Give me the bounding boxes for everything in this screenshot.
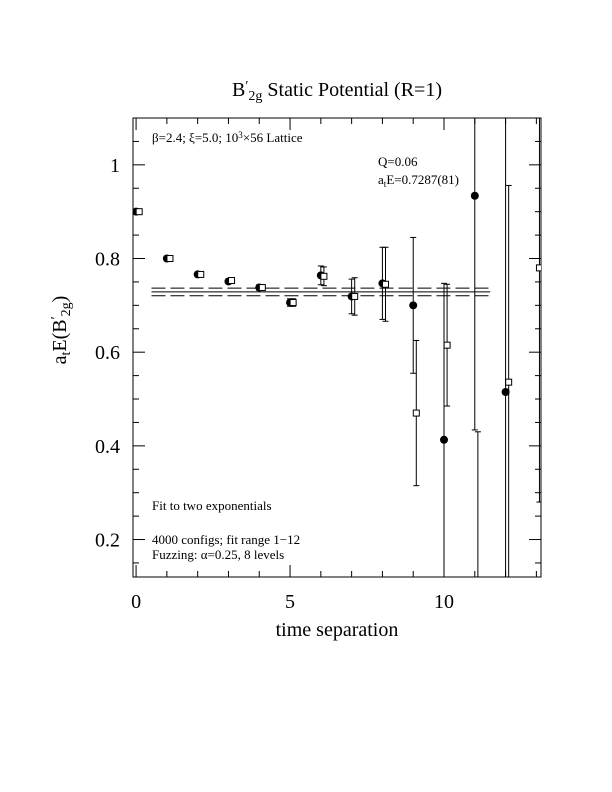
text-segment: a [49, 355, 71, 364]
chart-title: B′2g Static Potential (R=1) [232, 79, 442, 104]
text-segment: Q=0.06 [378, 154, 418, 169]
plot-area [133, 118, 541, 577]
data-point [228, 277, 236, 285]
data-point [409, 301, 418, 310]
data-point [381, 280, 389, 288]
text-segment: β=2.4; ξ=5.0; 10 [152, 130, 238, 145]
annotation: Fit to two exponentials [152, 498, 272, 513]
x-tick-label: 0 [131, 591, 141, 613]
annotation: 4000 configs; fit range 1−12 [152, 532, 300, 547]
text-segment: E=0.7287(81) [386, 172, 459, 187]
plot-frame [132, 117, 542, 578]
y-tick-label: 0.4 [95, 436, 120, 458]
data-point [505, 378, 513, 386]
annotation: Q=0.06 [378, 154, 418, 169]
text-segment: a [378, 172, 384, 187]
text-segment: Fit to two exponentials [152, 498, 272, 513]
y-tick-label: 1 [110, 155, 120, 177]
text-segment: t [384, 179, 387, 189]
annotation: Fuzzing: α=0.25, 8 levels [152, 547, 284, 562]
data-point [320, 272, 328, 280]
x-tick-label: 10 [434, 591, 454, 613]
data-point [535, 264, 541, 272]
y-axis-label: atE(B′2g) [49, 296, 74, 365]
y-tick-label: 0.8 [95, 249, 120, 271]
text-segment: t [59, 351, 74, 355]
text-segment: Fuzzing: α=0.25, 8 levels [152, 547, 284, 562]
y-tick-label: 0.6 [95, 342, 120, 364]
data-point [289, 299, 297, 307]
text-segment: E(B [49, 319, 71, 351]
data-point [351, 292, 359, 300]
x-tick-label: 5 [285, 591, 295, 613]
text-segment: Static Potential (R=1) [262, 79, 442, 101]
text-segment: ) [49, 296, 71, 303]
text-segment: ′ [245, 79, 248, 94]
x-axis-label: time separation [276, 619, 399, 641]
text-segment: ′ [49, 316, 64, 319]
annotation: atE=0.7287(81) [378, 172, 459, 189]
data-point [166, 255, 174, 263]
data-point [197, 270, 205, 278]
y-tick-label: 0.2 [95, 530, 120, 552]
text-segment: time separation [276, 619, 399, 641]
data-point [501, 387, 510, 396]
text-segment: B [232, 79, 245, 101]
text-segment: 3 [238, 130, 243, 140]
text-segment: ×56 Lattice [243, 130, 303, 145]
text-segment: 2g [59, 302, 74, 316]
text-segment: 4000 configs; fit range 1−12 [152, 532, 300, 547]
data-point [135, 208, 143, 216]
data-point [470, 191, 479, 200]
annotation: β=2.4; ξ=5.0; 103×56 Lattice [152, 130, 303, 145]
data-point [440, 435, 449, 444]
data-point [258, 284, 266, 292]
data-point [443, 341, 451, 349]
data-point [412, 409, 420, 417]
text-segment: 2g [248, 89, 262, 104]
